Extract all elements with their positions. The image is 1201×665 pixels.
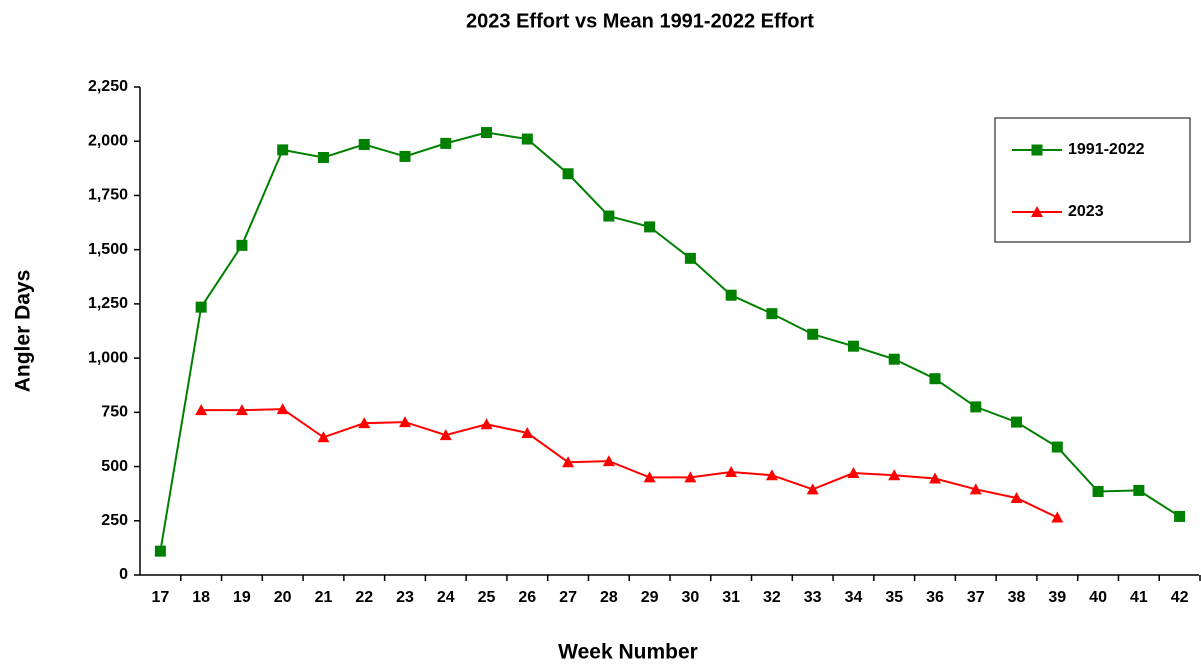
data-point (195, 404, 208, 416)
y-tick-label: 2,250 (88, 78, 128, 95)
data-point (1092, 485, 1104, 497)
data-point (521, 133, 533, 145)
data-point (562, 168, 574, 180)
x-tick-label: 32 (763, 589, 781, 606)
x-tick-label: 36 (926, 589, 944, 606)
data-point (969, 483, 982, 495)
y-axis-label: Angler Days (12, 270, 35, 393)
data-point (562, 456, 575, 468)
data-point (847, 340, 859, 352)
data-point (684, 471, 697, 483)
x-tick-label: 42 (1171, 589, 1189, 606)
x-tick-label: 20 (274, 589, 292, 606)
data-point (317, 151, 329, 163)
y-tick-label: 750 (101, 404, 128, 421)
data-point (399, 416, 411, 428)
data-point (888, 353, 900, 365)
data-point (521, 426, 534, 438)
series-line (159, 131, 1181, 552)
data-point (440, 137, 452, 149)
x-tick-label: 19 (233, 589, 251, 606)
data-point (277, 144, 289, 156)
x-tick-label: 26 (518, 589, 536, 606)
legend-marker (1031, 144, 1043, 156)
legend-box (994, 117, 1191, 243)
data-point (1174, 510, 1186, 522)
x-tick-label: 30 (681, 589, 699, 606)
y-tick-label: 2,000 (88, 132, 128, 149)
data-point (807, 328, 819, 340)
y-tick-label: 1,250 (88, 295, 128, 312)
x-tick-label: 29 (641, 589, 659, 606)
chart-title: 2023 Effort vs Mean 1991-2022 Effort (466, 10, 814, 32)
x-tick-label: 34 (845, 589, 863, 606)
data-point (929, 472, 941, 484)
data-point (1011, 416, 1023, 428)
x-tick-label: 23 (396, 589, 414, 606)
y-tick-label: 0 (119, 566, 128, 583)
x-tick-label: 18 (192, 589, 210, 606)
data-point (643, 471, 656, 483)
data-point (1051, 441, 1063, 453)
data-point (154, 545, 166, 557)
data-point (644, 221, 656, 233)
legend-label: 1991-2022 (1068, 141, 1145, 158)
data-point (725, 465, 738, 477)
data-point (806, 483, 819, 495)
data-point (929, 373, 941, 385)
x-tick-label: 39 (1048, 589, 1066, 606)
data-point (439, 429, 452, 441)
x-tick-label: 25 (478, 589, 496, 606)
data-point (276, 403, 289, 415)
legend-marker (1031, 206, 1043, 217)
x-tick-label: 41 (1130, 589, 1148, 606)
y-tick-label: 500 (101, 458, 128, 475)
data-point (358, 417, 371, 429)
x-tick-label: 37 (967, 589, 985, 606)
data-point (725, 289, 737, 301)
x-tick-label: 33 (804, 589, 822, 606)
x-tick-label: 38 (1008, 589, 1026, 606)
data-point (684, 252, 696, 264)
series-line (201, 408, 1058, 519)
data-point (970, 401, 982, 413)
data-point (317, 431, 330, 443)
data-point (195, 301, 207, 313)
y-tick-label: 250 (101, 512, 128, 529)
legend-label: 2023 (1068, 203, 1104, 220)
x-tick-label: 35 (885, 589, 903, 606)
data-point (481, 127, 493, 139)
x-tick-label: 17 (151, 589, 169, 606)
y-tick-label: 1,750 (88, 187, 128, 204)
data-point (603, 210, 615, 222)
x-tick-label: 21 (315, 589, 333, 606)
x-tick-label: 28 (600, 589, 618, 606)
data-point (1051, 511, 1064, 523)
data-point (480, 418, 493, 430)
x-tick-label: 24 (437, 589, 455, 606)
data-point (766, 308, 778, 320)
data-point (235, 404, 248, 416)
data-point (236, 239, 248, 251)
y-tick-label: 1,000 (88, 349, 128, 366)
data-point (399, 150, 411, 162)
x-tick-label: 27 (559, 589, 577, 606)
data-point (602, 455, 615, 467)
data-point (888, 469, 901, 481)
x-tick-label: 40 (1089, 589, 1107, 606)
data-point (847, 467, 860, 479)
x-axis-label: Week Number (558, 641, 698, 664)
data-point (358, 138, 370, 150)
x-tick-label: 31 (722, 589, 740, 606)
y-tick-label: 1,500 (88, 241, 128, 258)
data-point (1010, 492, 1023, 504)
x-tick-label: 22 (355, 589, 373, 606)
data-point (765, 469, 778, 481)
data-point (1133, 484, 1145, 496)
